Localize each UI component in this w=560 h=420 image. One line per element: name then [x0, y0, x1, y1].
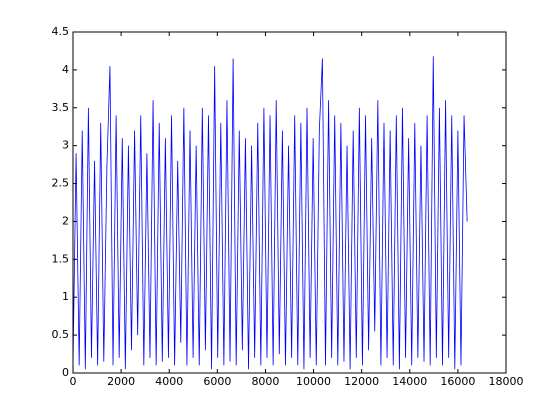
y-tick-label: 2.5 — [52, 177, 70, 190]
y-tick-label: 1 — [62, 290, 69, 303]
x-tick-label: 16000 — [440, 375, 475, 388]
axes-box — [72, 31, 507, 374]
y-tick-label: 0 — [62, 366, 69, 379]
x-tick-label: 6000 — [203, 375, 231, 388]
x-tick-label: 14000 — [392, 375, 427, 388]
data-line — [72, 56, 468, 370]
y-tick-label: 4 — [62, 63, 69, 76]
y-tick-label: 3 — [62, 139, 69, 152]
y-tick-label: 2 — [62, 214, 69, 227]
x-tick-label: 12000 — [344, 375, 379, 388]
y-tick-label: 1.5 — [52, 252, 70, 265]
x-tick-label: 0 — [70, 375, 77, 388]
y-tick-label: 3.5 — [52, 101, 70, 114]
x-tick-label: 2000 — [107, 375, 135, 388]
x-tick-label: 18000 — [489, 375, 524, 388]
x-tick-label: 4000 — [155, 375, 183, 388]
x-tick-label: 8000 — [251, 375, 279, 388]
y-tick-label: 0.5 — [52, 328, 70, 341]
y-tick-label: 4.5 — [52, 25, 70, 38]
x-tick-label: 10000 — [296, 375, 331, 388]
